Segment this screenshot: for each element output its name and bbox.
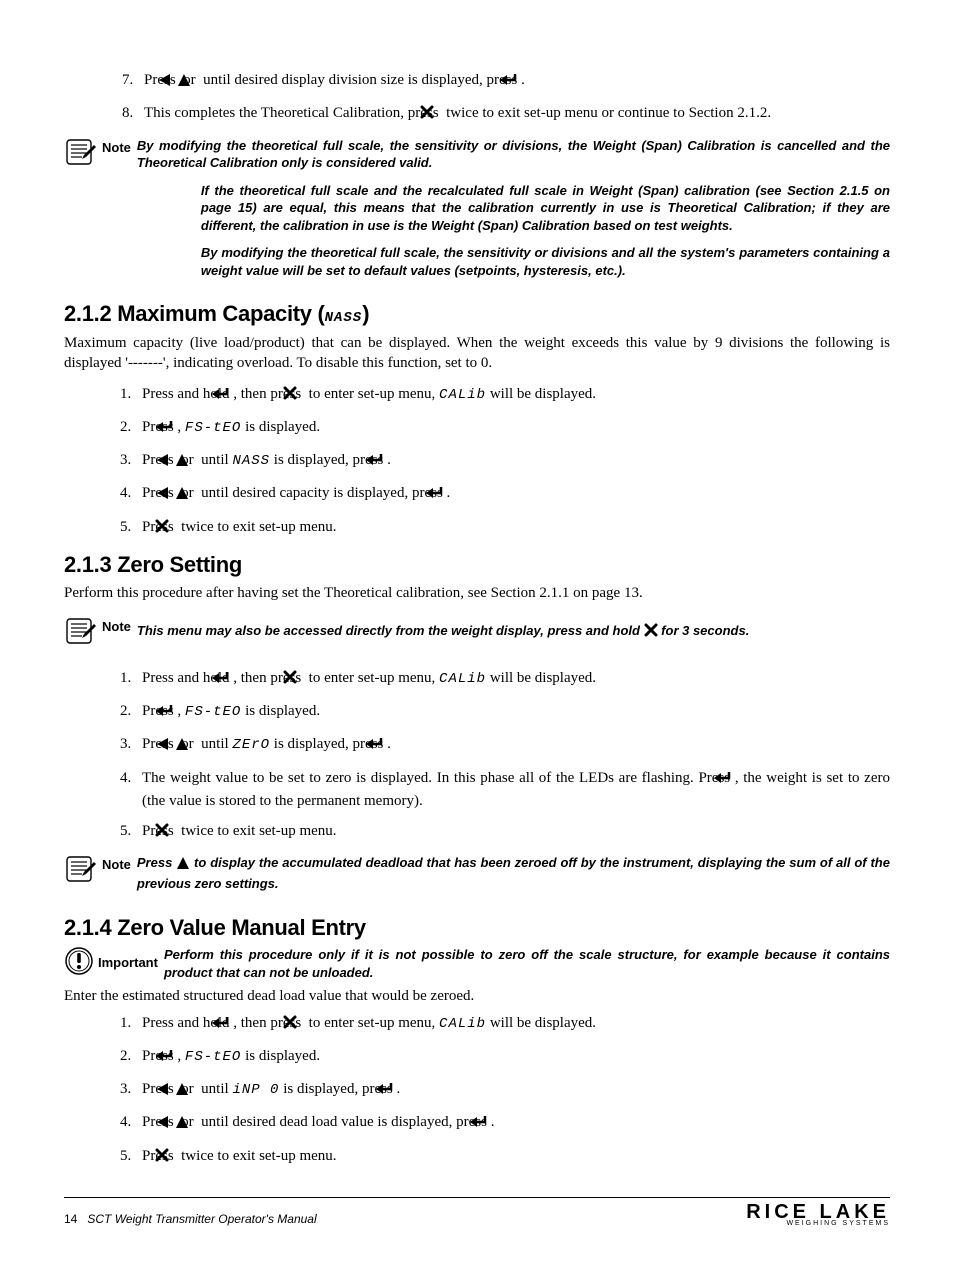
step-item: 3.Press or until iNP 0 is displayed, pre… bbox=[120, 1079, 890, 1102]
step-item: 5.Press twice to exit set-up menu. bbox=[120, 821, 890, 844]
display-code: FS-tEO bbox=[185, 420, 241, 436]
step-number: 4. bbox=[120, 1112, 142, 1132]
display-code: NASS bbox=[325, 310, 363, 326]
note-label: Note bbox=[102, 616, 131, 636]
step-number: 2. bbox=[120, 417, 142, 437]
heading-212: 2.1.2 Maximum Capacity (NASS) bbox=[64, 299, 890, 329]
step-item: 1.Press and hold , then press to enter s… bbox=[120, 1013, 890, 1036]
step-number: 3. bbox=[120, 1079, 142, 1099]
note-body: Press to display the accumulated deadloa… bbox=[137, 854, 890, 892]
step-number: 4. bbox=[120, 483, 142, 503]
top-steps-list: 7.Press or until desired display divisio… bbox=[122, 70, 890, 127]
important-body: Perform this procedure only if it is not… bbox=[164, 946, 890, 981]
note-paragraph: By modifying the theoretical full scale,… bbox=[137, 137, 890, 172]
important-block-214: Important Perform this procedure only if… bbox=[64, 946, 890, 982]
footer-left: 14 SCT Weight Transmitter Operator's Man… bbox=[64, 1211, 317, 1227]
step-item: 1.Press and hold , then press to enter s… bbox=[120, 668, 890, 691]
note-paragraph: By modifying the theoretical full scale,… bbox=[201, 244, 890, 279]
body-214: Enter the estimated structured dead load… bbox=[64, 986, 890, 1006]
footer-title: SCT Weight Transmitter Operator's Manual bbox=[87, 1212, 316, 1226]
step-item: 2.Press , FS-tEO is displayed. bbox=[120, 701, 890, 724]
step-number: 2. bbox=[120, 1046, 142, 1066]
display-code: CALib bbox=[439, 671, 486, 687]
display-code: CALib bbox=[439, 1016, 486, 1032]
note-block-213a: Note This menu may also be accessed dire… bbox=[64, 616, 890, 652]
step-item: 8.This completes the Theoretical Calibra… bbox=[122, 103, 890, 126]
body-212: Maximum capacity (live load/product) tha… bbox=[64, 333, 890, 374]
step-number: 1. bbox=[120, 1013, 142, 1033]
display-code: FS-tEO bbox=[185, 704, 241, 720]
steps-213: 1.Press and hold , then press to enter s… bbox=[120, 668, 890, 845]
note-block-top: Note By modifying the theoretical full s… bbox=[64, 137, 890, 290]
steps-214: 1.Press and hold , then press to enter s… bbox=[120, 1013, 890, 1169]
note-icon bbox=[64, 137, 98, 173]
step-item: 4.Press or until desired capacity is dis… bbox=[120, 483, 890, 506]
brand-logo: RICE LAKE WEIGHING SYSTEMS bbox=[746, 1202, 890, 1227]
note-paragraph: If the theoretical full scale and the re… bbox=[201, 182, 890, 235]
step-number: 5. bbox=[120, 1146, 142, 1166]
step-number: 8. bbox=[122, 103, 144, 123]
step-number: 1. bbox=[120, 384, 142, 404]
step-item: 4.Press or until desired dead load value… bbox=[120, 1112, 890, 1135]
footer-rule bbox=[64, 1197, 890, 1198]
note-body: This menu may also be accessed directly … bbox=[137, 616, 890, 643]
display-code: CALib bbox=[439, 387, 486, 403]
step-item: 3.Press or until NASS is displayed, pres… bbox=[120, 450, 890, 473]
step-number: 7. bbox=[122, 70, 144, 90]
important-label: Important bbox=[98, 946, 158, 972]
step-number: 3. bbox=[120, 734, 142, 754]
step-item: 5.Press twice to exit set-up menu. bbox=[120, 517, 890, 540]
step-item: 4.The weight value to be set to zero is … bbox=[120, 768, 890, 812]
important-icon bbox=[64, 946, 94, 982]
heading-213: 2.1.3 Zero Setting bbox=[64, 550, 890, 580]
note-label: Note bbox=[102, 854, 131, 874]
note-icon bbox=[64, 854, 98, 890]
step-item: 5.Press twice to exit set-up menu. bbox=[120, 1146, 890, 1169]
steps-212: 1.Press and hold , then press to enter s… bbox=[120, 384, 890, 540]
page-footer: 14 SCT Weight Transmitter Operator's Man… bbox=[64, 1202, 890, 1227]
page-number: 14 bbox=[64, 1212, 77, 1226]
step-item: 7.Press or until desired display divisio… bbox=[122, 70, 890, 93]
note-icon bbox=[64, 616, 98, 652]
heading-214: 2.1.4 Zero Value Manual Entry bbox=[64, 913, 890, 943]
step-number: 1. bbox=[120, 668, 142, 688]
step-number: 3. bbox=[120, 450, 142, 470]
step-item: 1.Press and hold , then press to enter s… bbox=[120, 384, 890, 407]
note-label: Note bbox=[102, 137, 131, 157]
display-code: FS-tEO bbox=[185, 1049, 241, 1065]
step-number: 5. bbox=[120, 821, 142, 841]
display-code: iNP 0 bbox=[232, 1082, 279, 1098]
display-code: ZErO bbox=[232, 737, 270, 753]
note-body: By modifying the theoretical full scale,… bbox=[137, 137, 890, 290]
up-icon bbox=[176, 856, 190, 875]
display-code: NASS bbox=[232, 453, 270, 469]
step-number: 2. bbox=[120, 701, 142, 721]
step-number: 4. bbox=[120, 768, 142, 788]
note-block-213b: Note Press to display the accumulated de… bbox=[64, 854, 890, 892]
step-item: 2.Press , FS-tEO is displayed. bbox=[120, 417, 890, 440]
x-icon bbox=[644, 622, 658, 643]
step-number: 5. bbox=[120, 517, 142, 537]
step-item: 2.Press , FS-tEO is displayed. bbox=[120, 1046, 890, 1069]
body-213: Perform this procedure after having set … bbox=[64, 583, 890, 603]
step-item: 3.Press or until ZErO is displayed, pres… bbox=[120, 734, 890, 757]
